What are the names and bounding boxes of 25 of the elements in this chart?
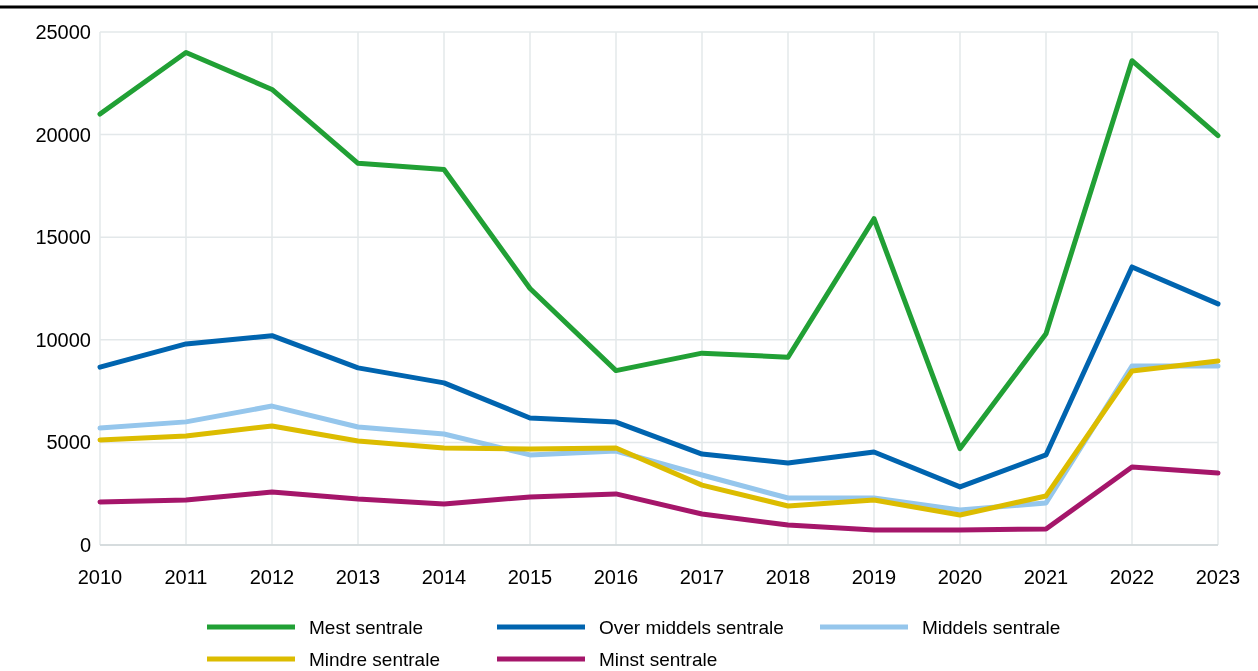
y-tick-label: 5000 bbox=[46, 431, 91, 454]
x-tick-label: 2023 bbox=[1195, 566, 1241, 588]
x-tick-label: 2015 bbox=[507, 566, 553, 588]
x-tick-label: 2011 bbox=[164, 566, 208, 588]
x-tick-label: 2017 bbox=[679, 566, 725, 588]
x-tick-label: 2010 bbox=[77, 566, 123, 588]
x-tick-label: 2014 bbox=[421, 566, 467, 588]
x-tick-label: 2012 bbox=[249, 566, 295, 588]
legend-label: Over middels sentrale bbox=[599, 616, 784, 638]
y-tick-label: 0 bbox=[79, 534, 91, 556]
x-tick-label: 2022 bbox=[1109, 566, 1155, 588]
x-tick-label: 2019 bbox=[851, 566, 897, 588]
x-tick-label: 2016 bbox=[593, 566, 639, 588]
x-tick-label: 2020 bbox=[937, 566, 983, 588]
legend-label: Mest sentrale bbox=[309, 616, 424, 638]
legend-label: Mindre sentrale bbox=[309, 648, 440, 670]
y-tick-label: 25000 bbox=[35, 21, 91, 43]
y-tick-label: 10000 bbox=[35, 328, 91, 351]
x-tick-label: 2021 bbox=[1023, 566, 1069, 588]
x-tick-label: 2013 bbox=[335, 566, 381, 588]
y-tick-label: 20000 bbox=[35, 123, 91, 146]
legend-label: Minst sentrale bbox=[599, 648, 718, 670]
legend-label: Middels sentrale bbox=[922, 616, 1061, 638]
x-tick-label: 2018 bbox=[765, 566, 811, 588]
y-tick-label: 15000 bbox=[35, 226, 91, 249]
